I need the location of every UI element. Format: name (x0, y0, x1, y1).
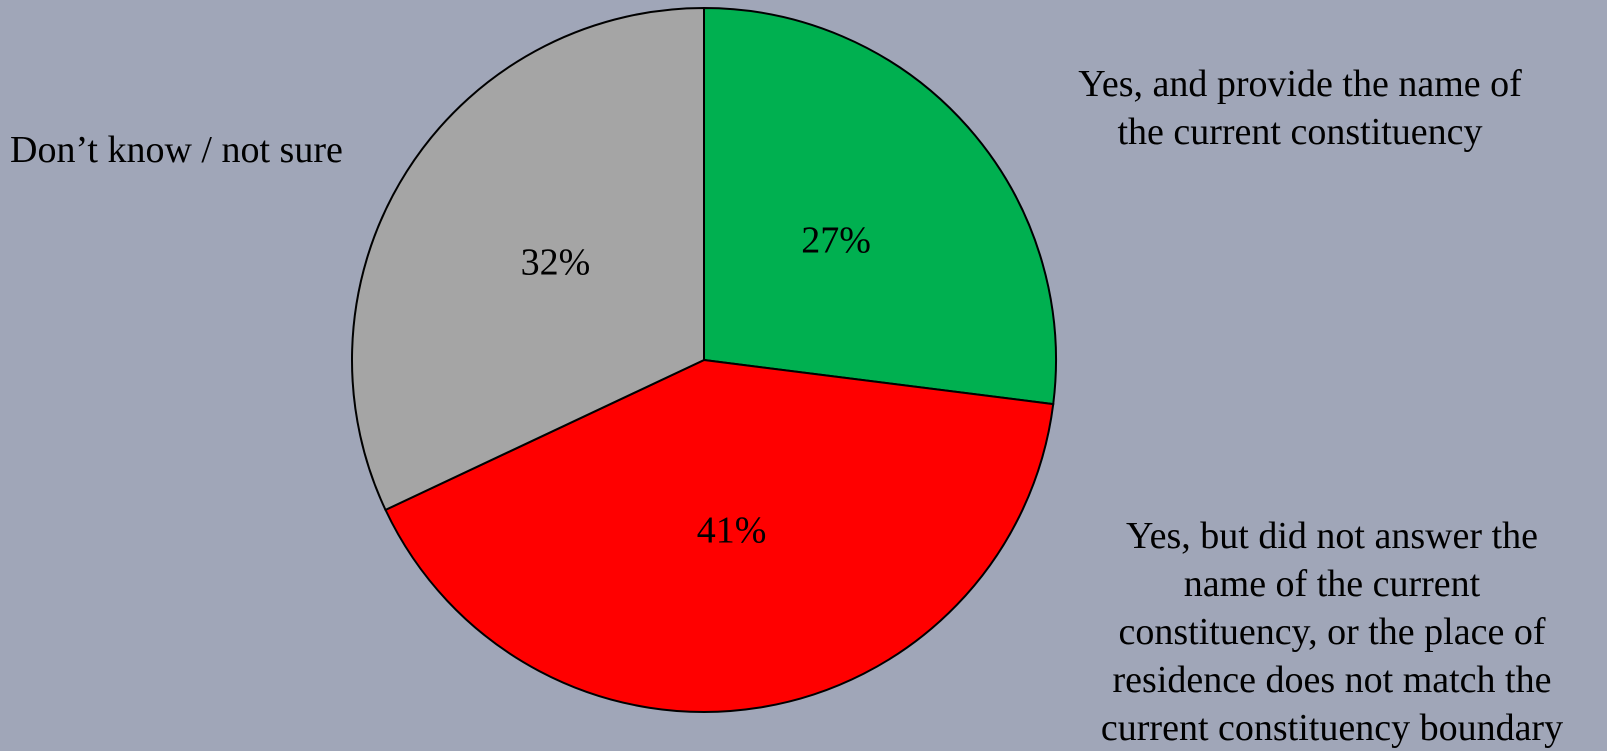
slice-dont-know (351, 6, 705, 512)
slice-yes-provided-name (703, 6, 1057, 406)
category-label-yes-not-answered: Yes, but did not answer the name of the … (1100, 515, 1564, 749)
category-label-dont-know: Don’t know / not sure (10, 129, 343, 171)
pie-value-labels: 27% 41% 32% (521, 219, 871, 551)
category-label-yes-provided-name: Yes, and provide the name of the current… (1078, 63, 1522, 153)
value-label-yes-not-answered: 41% (697, 510, 767, 552)
pie-slices (351, 6, 1057, 713)
slice-yes-not-answered (384, 358, 1055, 713)
value-label-dont-know: 32% (521, 241, 591, 283)
value-label-yes-provided-name: 27% (801, 219, 871, 261)
